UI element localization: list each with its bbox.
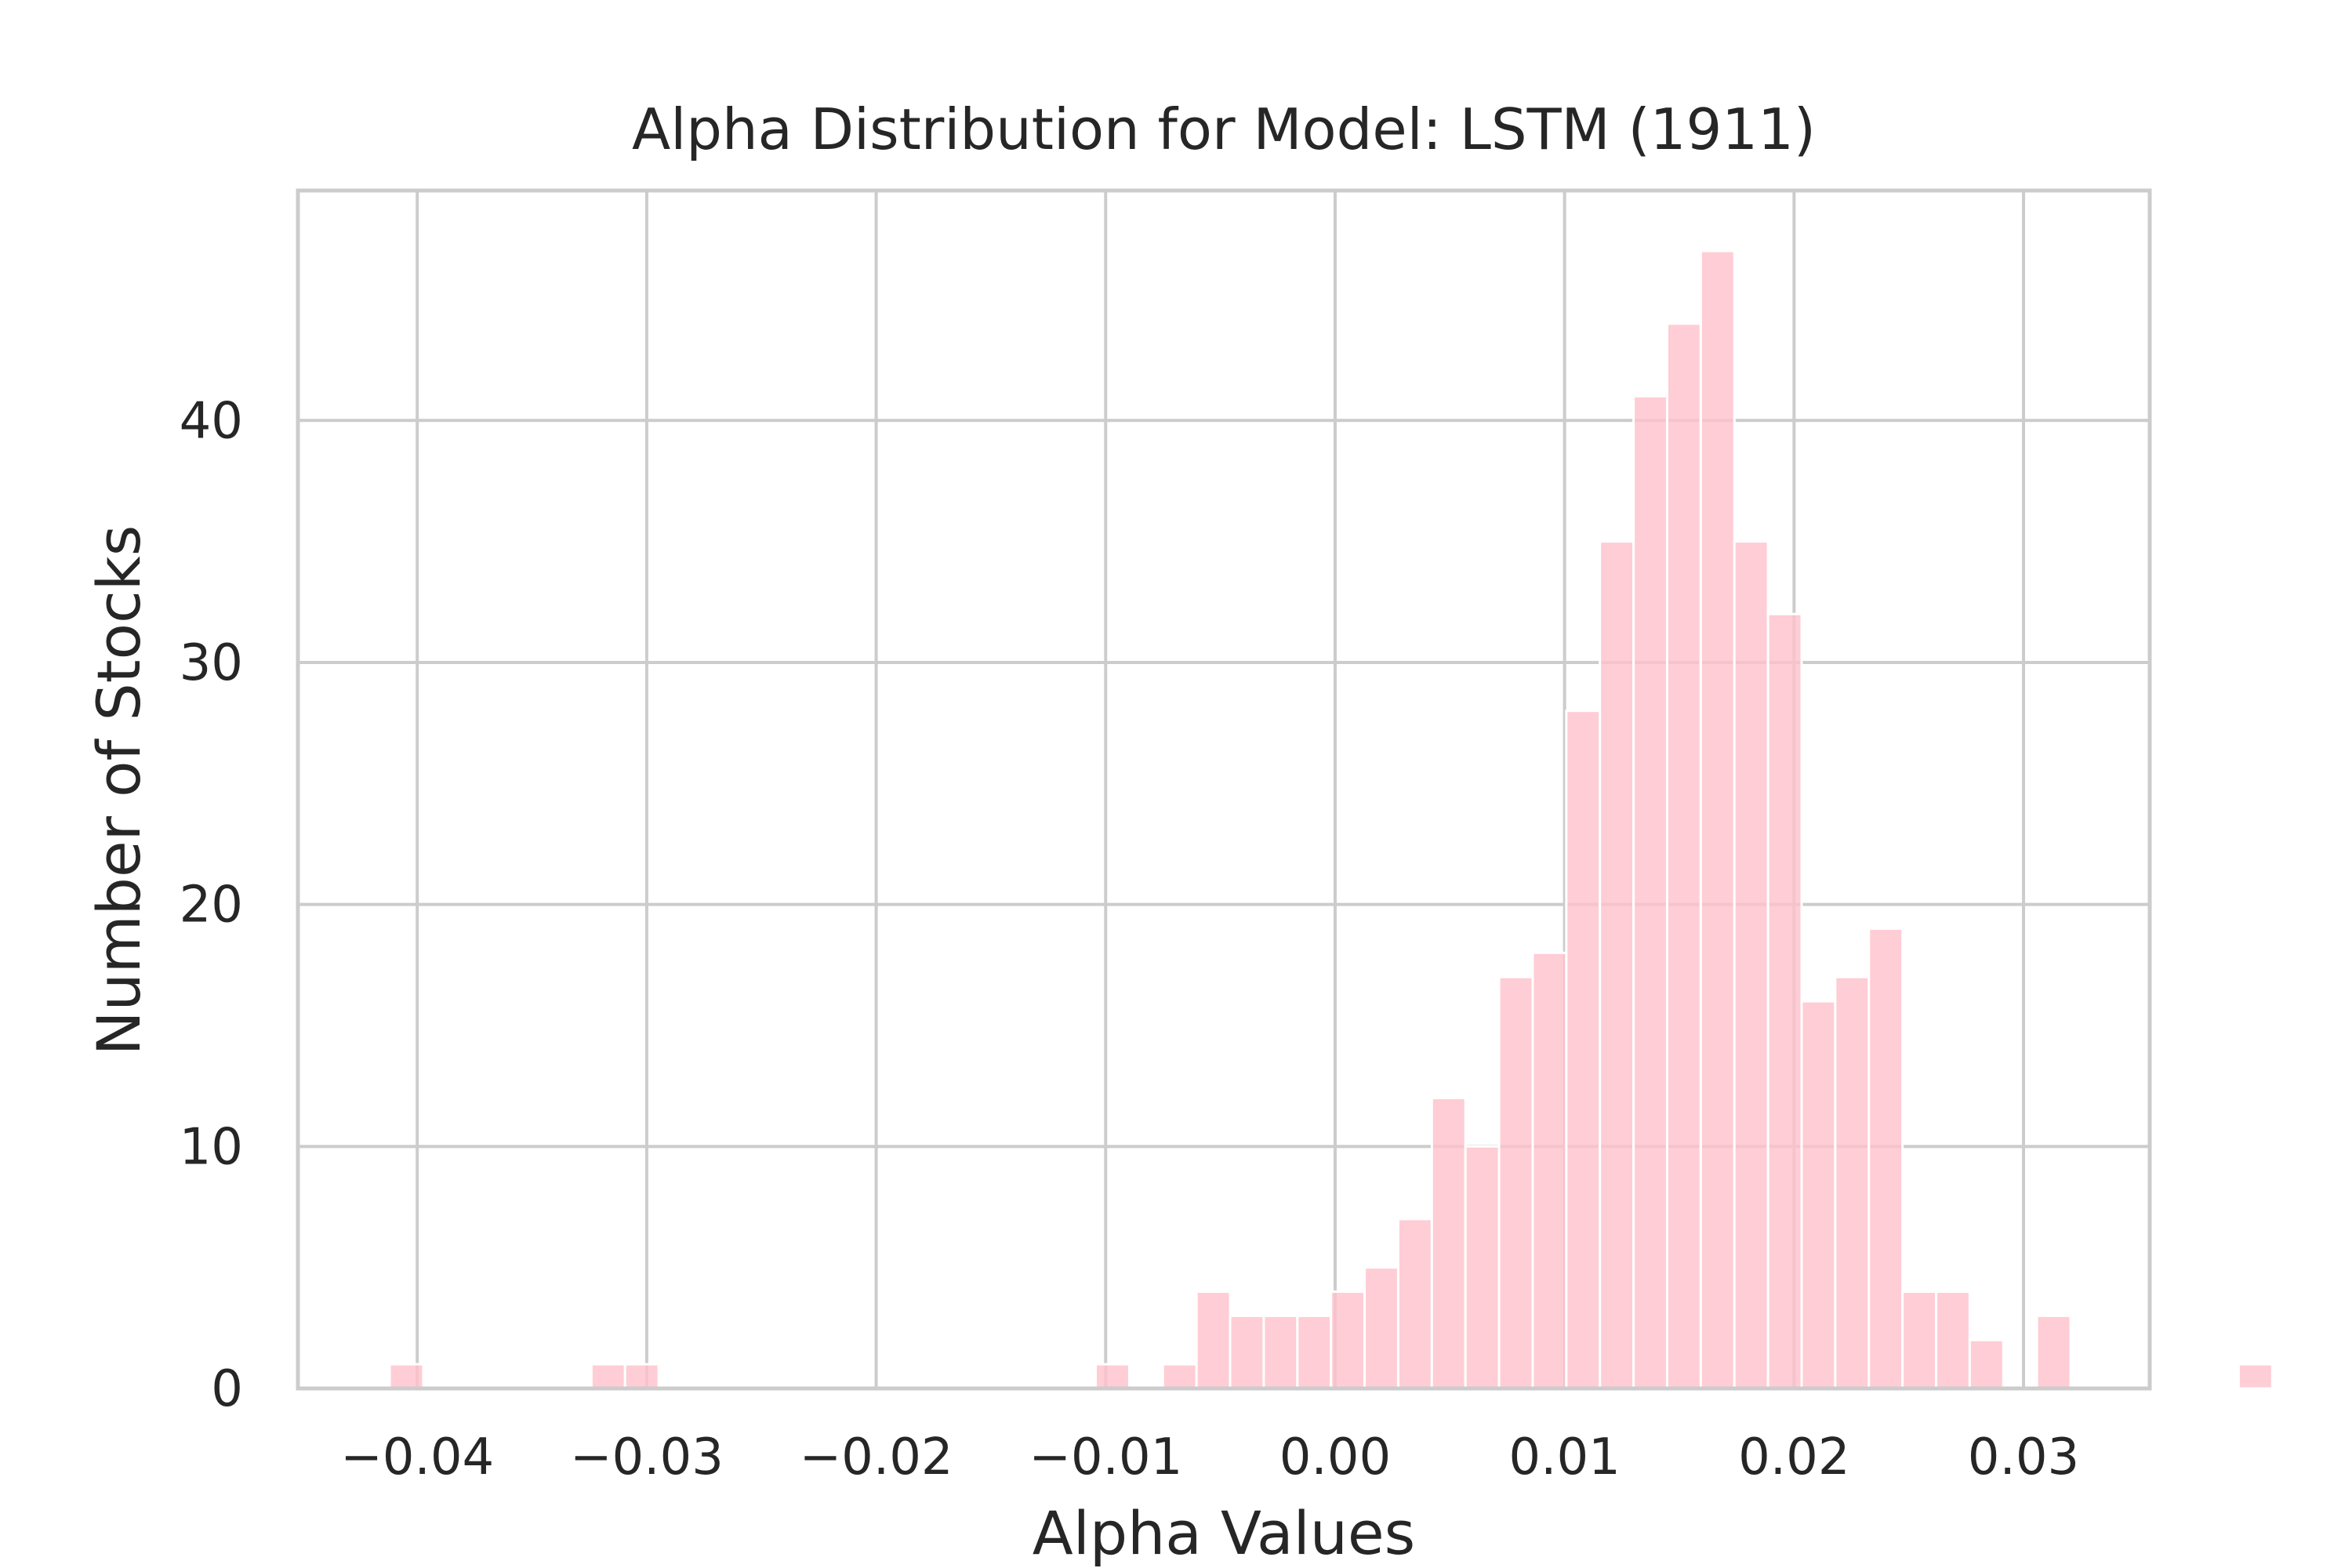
histogram-bar [1968, 1338, 2005, 1390]
histogram-bar [1665, 322, 1702, 1390]
x-tick-label: 0.00 [1279, 1428, 1392, 1486]
x-tick-label: −0.01 [1029, 1428, 1182, 1486]
x-axis-label: Alpha Values [1033, 1498, 1416, 1568]
histogram-bar [1497, 975, 1534, 1390]
x-tick-label: −0.02 [800, 1428, 953, 1486]
histogram-bar [1901, 1290, 1938, 1390]
histogram-bar [1935, 1290, 1971, 1390]
y-tick-label: 0 [211, 1360, 243, 1418]
y-tick-label: 30 [180, 634, 243, 692]
histogram-bar [1800, 1000, 1837, 1390]
x-tick-labels: −0.04 −0.03 −0.02 −0.01 0.00 0.01 0.02 0.03 [340, 1428, 2079, 1486]
histogram-bar [1262, 1314, 1299, 1390]
histogram-bar [1161, 1363, 1198, 1390]
histogram-bar [1766, 612, 1803, 1390]
histogram-bar [1430, 1097, 1467, 1390]
x-tick-label: −0.04 [340, 1428, 494, 1486]
plot-frame [296, 188, 2152, 1391]
histogram-bar [1094, 1363, 1131, 1390]
histogram-bar [1599, 540, 1635, 1390]
histogram-bar [1565, 710, 1602, 1390]
histogram-bar [2035, 1314, 2072, 1390]
histogram-bar [1699, 249, 1736, 1390]
x-tick-label: 0.03 [1968, 1428, 2080, 1486]
histogram-bar [1330, 1290, 1367, 1390]
chart-title: Alpha Distribution for Model: LSTM (1911… [632, 96, 1816, 162]
histogram-bar [1296, 1314, 1333, 1390]
histogram-bar [1363, 1266, 1399, 1390]
histogram-bar [623, 1363, 660, 1390]
histogram-bar [1464, 1145, 1501, 1390]
histogram-bar [1834, 975, 1871, 1390]
x-tick-label: 0.02 [1738, 1428, 1850, 1486]
histogram-bar [1195, 1290, 1232, 1390]
histogram-bar [1632, 394, 1668, 1390]
histogram-bar [1733, 540, 1769, 1390]
histogram-bar [590, 1363, 626, 1390]
histogram-bar [2237, 1363, 2274, 1390]
x-tick-label: −0.03 [570, 1428, 724, 1486]
histogram-bar [388, 1363, 425, 1390]
bars [388, 249, 2274, 1390]
x-tick-label: 0.01 [1508, 1428, 1621, 1486]
y-tick-label: 40 [180, 392, 243, 450]
y-axis-label: Number of Stocks [84, 525, 154, 1056]
y-tick-labels: 0 10 20 30 40 [180, 392, 243, 1418]
y-tick-label: 20 [180, 877, 243, 935]
histogram-bar [1396, 1218, 1433, 1390]
histogram-bar [1229, 1314, 1265, 1390]
histogram-bar [1531, 951, 1568, 1390]
histogram-bar [1867, 927, 1904, 1390]
y-tick-label: 10 [180, 1118, 243, 1176]
